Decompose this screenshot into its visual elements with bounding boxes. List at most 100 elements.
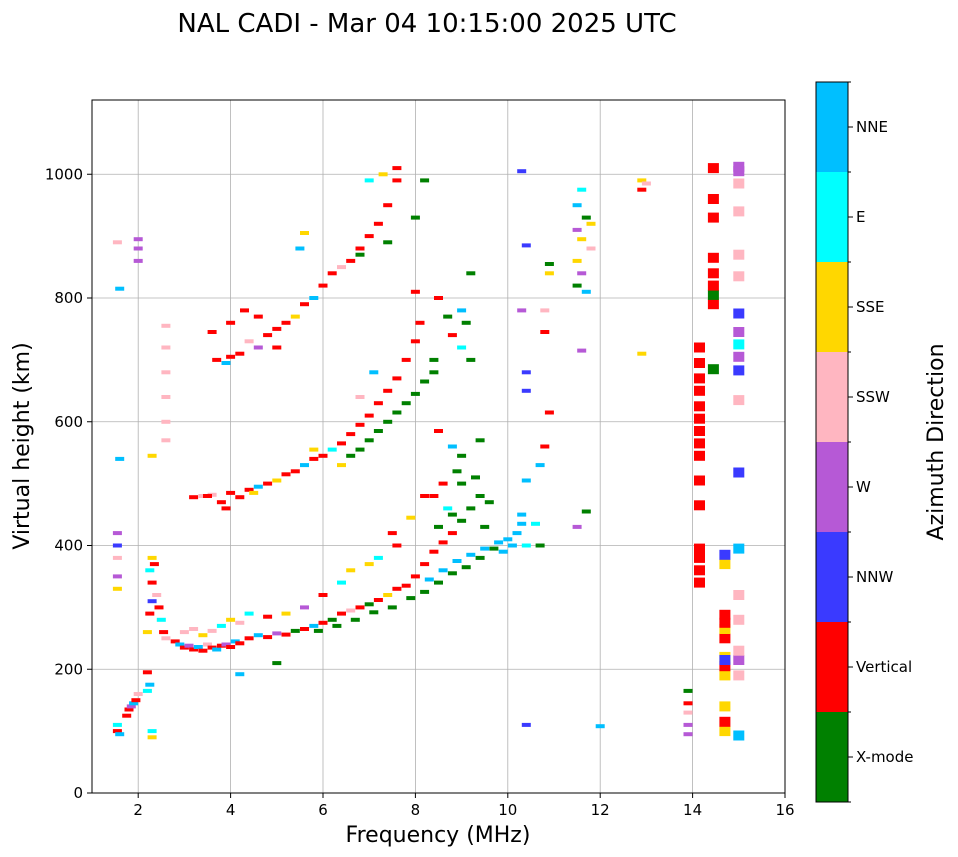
echo-w: [683, 722, 693, 727]
x-axis-ticks: 2 4 6 8 10 12 14 16: [133, 793, 795, 819]
echo-sse: [719, 701, 731, 712]
echo-e: [337, 580, 346, 585]
echo-x-mode: [581, 509, 591, 514]
colorbar-swatch-e: [816, 172, 848, 262]
echo-vertical: [318, 453, 328, 458]
echo-sse: [637, 178, 647, 183]
echo-vertical: [263, 614, 273, 619]
echo-e: [733, 339, 745, 350]
x-tick-label: 16: [775, 801, 794, 819]
echo-e: [373, 555, 383, 560]
colorbar-label-ssw: SSW: [856, 388, 890, 406]
echo-sse: [226, 617, 236, 622]
colorbar-label: Azimuth Direction: [924, 343, 949, 540]
echo-ssw: [641, 181, 651, 186]
echo-vertical: [263, 481, 273, 486]
echo-vertical: [179, 645, 189, 650]
echo-vertical: [207, 330, 217, 334]
echo-vertical: [124, 707, 134, 712]
echo-nne: [309, 296, 319, 300]
echo-vertical: [263, 635, 273, 640]
echo-vertical: [327, 271, 337, 276]
echo-sse: [142, 630, 152, 635]
echo-vertical: [694, 500, 705, 511]
echo-vertical: [355, 422, 365, 427]
echo-vertical: [226, 645, 236, 649]
echo-ssw: [733, 614, 745, 625]
colorbar-label-nnw: NNW: [856, 568, 893, 586]
echo-vertical: [694, 475, 705, 486]
echo-e: [216, 623, 226, 628]
echo-sse: [147, 453, 157, 458]
echo-x-mode: [420, 589, 430, 594]
echo-e: [142, 688, 152, 693]
echo-e: [145, 568, 155, 573]
echo-vertical: [683, 701, 693, 706]
echo-x-mode: [457, 518, 467, 523]
echo-nne: [457, 308, 467, 313]
echo-e: [457, 345, 467, 350]
echo-vertical: [719, 661, 731, 672]
echo-ssw: [161, 395, 171, 399]
echo-vertical: [281, 320, 291, 325]
echo-vertical: [540, 444, 550, 449]
echo-w: [683, 732, 693, 737]
echo-nne: [438, 568, 448, 573]
echo-ssw: [346, 608, 356, 613]
y-tick-label: 800: [54, 289, 83, 307]
echo-w: [572, 524, 582, 529]
echo-ssw: [179, 630, 189, 635]
echo-vertical: [637, 187, 647, 192]
echo-ssw: [337, 265, 346, 270]
azimuth-colorbar: X-mode Vertical NNW W SSW SSE E NNE: [815, 81, 913, 803]
echo-sse: [378, 172, 388, 177]
echo-vertical: [420, 494, 430, 498]
echo-ssw: [244, 339, 254, 344]
echo-vertical: [346, 432, 356, 437]
echo-vertical: [401, 583, 411, 588]
echo-sse: [300, 231, 309, 235]
echo-nnw: [521, 370, 531, 375]
y-axis-label: Virtual height (km): [10, 342, 35, 549]
y-tick-label: 600: [54, 413, 83, 431]
echo-x-mode: [355, 252, 365, 257]
echo-x-mode: [572, 283, 582, 288]
echo-nne: [115, 456, 125, 461]
echo-x-mode: [480, 524, 490, 529]
y-tick-label: 1000: [45, 165, 83, 183]
echo-x-mode: [364, 602, 374, 607]
echo-x-mode: [346, 453, 356, 458]
x-tick-label: 14: [683, 801, 702, 819]
x-axis-label: Frequency (MHz): [346, 823, 531, 848]
colorbar-label-vertical: Vertical: [856, 658, 912, 676]
echo-nnw: [719, 655, 731, 665]
echo-nne: [212, 647, 222, 652]
echo-ssw: [355, 395, 365, 399]
echo-sse: [383, 593, 393, 597]
echo-nnw: [719, 549, 731, 560]
echo-nnw: [521, 388, 531, 393]
echo-w: [577, 348, 587, 353]
echo-sse: [346, 568, 356, 573]
echo-vertical: [272, 326, 282, 331]
echo-x-mode: [429, 370, 439, 375]
echo-sse: [147, 555, 157, 560]
echo-vertical: [272, 345, 282, 350]
echo-vertical: [337, 441, 346, 446]
echo-vertical: [694, 426, 705, 436]
echo-vertical: [159, 630, 169, 635]
echo-vertical: [694, 450, 705, 461]
echo-w: [733, 655, 745, 665]
echo-nne: [175, 642, 185, 647]
echo-ssw: [198, 494, 208, 498]
echo-vertical: [447, 333, 457, 338]
echo-vertical: [253, 314, 263, 319]
echo-vertical: [244, 487, 254, 492]
echo-ssw: [733, 178, 745, 189]
echo-vertical: [235, 351, 245, 356]
echo-ssw: [733, 395, 745, 406]
echo-x-mode: [387, 605, 397, 610]
echo-nne: [452, 559, 462, 563]
echo-ssw: [161, 636, 171, 641]
